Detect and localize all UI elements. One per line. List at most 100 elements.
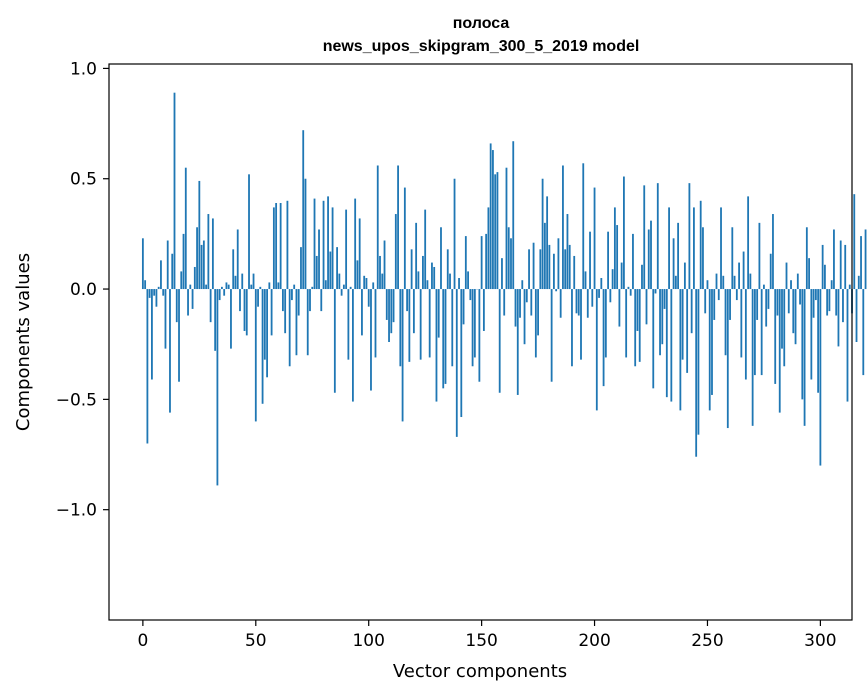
bar [216,289,219,486]
bar [738,262,740,290]
bar [403,187,406,290]
bar [830,280,833,290]
bar [663,289,666,309]
bar [740,289,743,358]
bar [706,280,709,290]
bar [277,282,280,290]
bar [496,172,499,290]
bar [324,280,327,290]
bar [643,185,646,290]
bar [151,289,153,380]
bar [562,165,564,290]
bar [580,289,582,360]
bar [363,275,366,290]
bar [519,289,521,318]
bar [645,289,648,325]
bar [537,289,539,336]
bar [552,253,555,290]
bar [792,289,795,334]
bar [211,218,214,290]
bar [153,289,156,296]
bar [180,271,183,290]
bar [471,289,474,367]
bar [449,273,451,290]
bar [209,289,212,323]
bar [347,289,350,360]
y-tick-label: −0.5 [56,390,97,410]
bar [557,238,560,290]
bar [539,249,542,290]
bar [591,289,594,307]
x-tick-label: 0 [137,631,148,651]
bar [365,278,368,290]
bar [148,289,151,298]
bar [356,260,359,290]
bar [661,289,664,345]
bar [555,289,558,292]
bar [473,289,476,358]
bar [329,251,332,290]
bar [776,289,779,316]
bar [530,289,533,316]
bar [781,289,783,349]
bar [821,244,824,290]
bars [141,92,867,486]
bar [272,207,275,290]
bar [697,289,700,435]
bar [293,284,296,290]
bar [376,165,379,290]
bar [627,286,630,290]
bar [462,289,465,325]
bar [464,236,467,290]
bar [729,289,731,320]
bar [586,289,589,318]
bar [826,289,829,316]
bar [860,236,862,290]
y-axis-ticks: 1.0 0.5 0.0 −0.5 −1.0 [56,59,109,521]
bar [245,289,248,336]
bar [270,289,273,336]
bar [652,289,655,389]
bar [313,198,316,290]
bar [607,231,609,290]
bar [688,183,691,290]
bar [837,289,840,347]
bar [514,289,517,327]
bar [864,229,867,290]
bar [257,289,259,307]
bar [629,289,632,296]
bar [492,150,494,290]
bar [598,289,600,298]
bar [178,289,180,382]
bar [214,289,217,351]
chart-title-line1: полоса [453,15,510,32]
bar [681,289,684,360]
bar [532,242,535,290]
bar [144,280,147,290]
bar [708,289,711,411]
bar [753,289,756,376]
bar [690,289,693,334]
bar [367,289,370,307]
bar [426,280,429,290]
x-tick-label: 100 [352,631,384,651]
bar [164,289,167,349]
bar [370,289,372,391]
bar [406,289,409,312]
bar [668,207,670,290]
bar [315,255,318,290]
bar [284,289,287,334]
chart-title-line2: news_upos_skipgram_300_5_2019 model [323,38,640,55]
bar [842,289,844,323]
bar [202,240,205,290]
bar [510,238,512,290]
bar [207,214,210,290]
bar [616,225,619,290]
bar [636,289,639,331]
bar [230,289,232,349]
bar [279,203,282,290]
y-tick-label: 0.5 [70,170,97,190]
bar [485,233,488,290]
bar [857,275,860,290]
bar [548,244,551,290]
